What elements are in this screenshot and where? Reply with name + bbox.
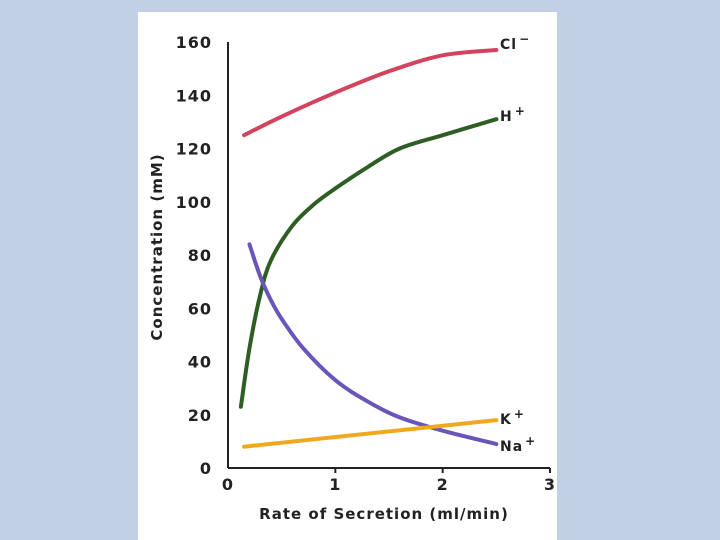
series-line-cl [242,47,499,138]
y-tick-label-40: 40 [188,353,212,372]
x-tick-label-0: 0 [222,475,234,494]
series-layer [238,47,499,449]
chart-panel [138,12,557,540]
y-tick-label-100: 100 [176,193,212,212]
y-tick-label-60: 60 [188,299,212,318]
series-line-na [247,242,499,447]
ticks: 0 20 40 60 80 100 120 140 160 0 1 2 3 [176,33,556,494]
ion-labels: Cl − H + Na + K + [500,32,536,455]
y-tick-label-160: 160 [176,33,212,52]
series-line-h [238,117,499,409]
series-label-k: K + [500,407,525,428]
y-tick-label-120: 120 [176,140,212,159]
x-tick-label-3: 3 [544,475,556,494]
series-label-na: Na + [500,434,536,455]
x-axis-label: Rate of Secretion (ml/min) [259,505,509,523]
series-label-cl: Cl − [500,32,530,53]
x-tick-label-2: 2 [437,475,449,494]
y-axis-label: Concentration (mM) [148,153,166,340]
x-tick-label-1: 1 [329,475,341,494]
y-tick-label-20: 20 [188,406,212,425]
series-label-h: H + [500,104,526,125]
y-tick-label-140: 140 [176,86,212,105]
axes [227,42,550,469]
y-tick-label-0: 0 [200,459,212,478]
y-tick-label-80: 80 [188,246,212,265]
series-line-k [242,418,499,449]
